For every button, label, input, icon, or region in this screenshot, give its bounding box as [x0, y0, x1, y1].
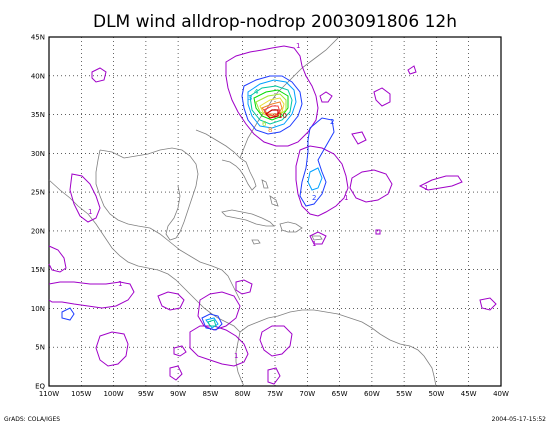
y-tick-label: 15N — [31, 266, 45, 274]
x-tick-label: 50W — [428, 390, 444, 398]
y-tick-label: 10N — [31, 305, 45, 313]
y-tick-label: 30N — [31, 150, 45, 158]
x-tick-label: 45W — [461, 390, 477, 398]
contour-label: 6 — [262, 120, 267, 128]
y-tick-label: 35N — [31, 111, 45, 119]
y-tick-label: 40N — [31, 72, 45, 80]
contour-label: 1 — [344, 194, 348, 202]
footer-credit: GrADS: COLA/IGES — [4, 416, 60, 423]
plot-area: 1 1 1 1 1 1 1 2 2 3 4 6 8 10 110W 105W 1… — [31, 34, 509, 399]
contour-label: 1 — [234, 352, 238, 360]
contour-label: 1 — [296, 42, 300, 50]
x-axis-labels: 110W 105W 100W 95W 90W 85W 80W 75W 70W 6… — [39, 390, 509, 398]
y-tick-label: 20N — [31, 227, 45, 235]
x-tick-label: 90W — [170, 390, 186, 398]
y-tick-label: 25N — [31, 189, 45, 197]
x-tick-label: 55W — [396, 390, 412, 398]
contour-label: 2 — [312, 194, 316, 202]
y-axis-labels: EQ 5N 10N 15N 20N 25N 30N 35N 40N 45N — [31, 34, 46, 391]
y-tick-label: 5N — [35, 344, 45, 352]
grid-lines — [49, 37, 501, 386]
x-tick-label: 60W — [364, 390, 380, 398]
x-tick-label: 110W — [39, 390, 59, 398]
x-tick-label: 100W — [103, 390, 123, 398]
contour-label: 8 — [268, 126, 272, 134]
x-tick-label: 80W — [235, 390, 251, 398]
contour-label: 1 — [88, 208, 92, 216]
y-tick-label: 45N — [31, 34, 45, 42]
contour-label: 1 — [312, 240, 316, 248]
y-tick-label: EQ — [35, 383, 45, 391]
x-tick-label: 85W — [202, 390, 218, 398]
x-tick-label: 105W — [71, 390, 91, 398]
contour-label: 4 — [254, 88, 259, 96]
x-tick-label: 65W — [332, 390, 348, 398]
contour-label: 1 — [424, 184, 428, 192]
contour-label: 2 — [330, 118, 334, 126]
contour-labels: 1 1 1 1 1 1 1 2 2 3 4 6 8 10 — [88, 42, 428, 360]
contour-label: 3 — [248, 94, 252, 102]
x-tick-label: 70W — [299, 390, 315, 398]
x-tick-label: 75W — [267, 390, 283, 398]
contour-label: 10 — [278, 112, 287, 120]
x-tick-label: 95W — [138, 390, 154, 398]
map-title: DLM wind alldrop-nodrop 2003091806 12h — [93, 12, 457, 32]
contours — [48, 45, 497, 385]
x-tick-label: 40W — [493, 390, 509, 398]
contour-label: 1 — [118, 280, 122, 288]
footer-timestamp: 2004-05-17-15:52 — [492, 416, 547, 423]
